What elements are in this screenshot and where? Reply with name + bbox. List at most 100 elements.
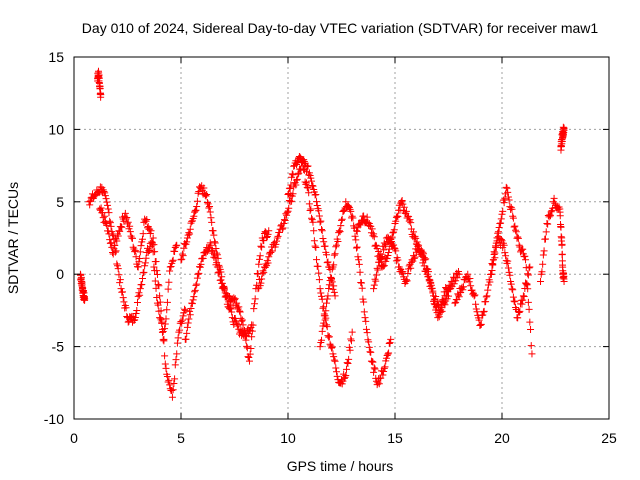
data-point	[522, 279, 530, 287]
data-point	[499, 207, 507, 215]
data-point	[161, 320, 169, 328]
data-point	[168, 393, 176, 401]
data-point	[549, 198, 557, 206]
data-point	[284, 207, 292, 215]
data-point	[353, 243, 361, 251]
data-point	[344, 360, 352, 368]
data-point	[347, 207, 355, 215]
data-point	[179, 252, 187, 260]
data-point	[264, 259, 272, 267]
data-point	[120, 298, 128, 306]
data-point	[394, 256, 402, 264]
data-point	[116, 276, 124, 284]
data-point	[441, 301, 449, 309]
data-point	[141, 262, 149, 270]
data-point	[396, 206, 404, 214]
data-point	[364, 218, 372, 226]
data-point	[453, 274, 461, 282]
data-point	[503, 184, 511, 192]
data-point	[317, 217, 325, 225]
data-point	[471, 291, 479, 299]
data-point	[197, 260, 205, 268]
data-point	[428, 284, 436, 292]
data-point	[366, 348, 374, 356]
data-point	[250, 305, 258, 313]
data-point	[420, 254, 428, 262]
data-point	[381, 242, 389, 250]
data-point	[445, 292, 452, 300]
data-point	[202, 192, 210, 200]
data-point	[316, 218, 324, 226]
data-point	[165, 278, 173, 286]
data-point	[521, 285, 529, 293]
data-point	[168, 387, 176, 395]
data-point	[152, 258, 160, 266]
data-point	[316, 343, 324, 351]
data-point	[202, 249, 210, 257]
data-point	[332, 243, 340, 251]
data-point	[362, 317, 370, 325]
data-point	[231, 296, 238, 304]
data-point	[128, 312, 136, 320]
data-point	[188, 217, 196, 225]
data-point	[131, 247, 139, 255]
data-point	[372, 277, 380, 285]
data-point	[104, 205, 112, 213]
data-point	[178, 250, 186, 258]
data-point	[135, 258, 143, 266]
data-point	[333, 372, 341, 380]
data-point	[323, 259, 331, 267]
data-point	[213, 259, 221, 267]
data-point	[107, 222, 115, 230]
data-point	[162, 364, 170, 372]
data-point	[288, 170, 296, 178]
data-point	[331, 250, 339, 258]
data-point	[405, 213, 413, 221]
data-point	[134, 292, 142, 300]
data-point	[186, 225, 194, 233]
data-point	[89, 194, 97, 202]
data-point	[402, 276, 410, 284]
data-point	[121, 209, 129, 217]
data-point	[299, 162, 307, 170]
x-tick-label: 20	[494, 430, 510, 446]
data-point	[101, 212, 109, 220]
data-point	[106, 239, 114, 247]
data-point	[319, 235, 327, 243]
data-point	[208, 246, 216, 254]
data-point	[373, 245, 381, 253]
data-point	[410, 228, 418, 236]
data-point	[510, 223, 518, 231]
data-point	[504, 257, 512, 265]
data-point	[233, 319, 241, 327]
data-point	[182, 335, 190, 343]
data-point	[184, 319, 192, 327]
data-point	[492, 243, 500, 251]
data-point	[243, 342, 251, 350]
data-point	[313, 198, 321, 206]
data-point	[295, 169, 303, 177]
data-point	[260, 269, 268, 277]
data-point	[560, 126, 568, 134]
data-point	[557, 223, 565, 231]
data-point	[361, 314, 369, 322]
data-point	[459, 286, 467, 294]
data-point	[517, 246, 525, 254]
data-point	[392, 213, 400, 221]
data-point	[114, 265, 122, 273]
data-point	[193, 197, 201, 205]
data-point	[255, 260, 263, 268]
data-point	[340, 370, 348, 378]
data-point	[469, 289, 477, 297]
data-point	[110, 245, 118, 253]
data-point	[398, 269, 406, 277]
data-point	[97, 93, 105, 101]
data-point	[465, 278, 473, 286]
data-point	[138, 281, 146, 289]
data-point	[117, 285, 125, 293]
data-point	[318, 227, 326, 235]
data-point	[227, 305, 235, 313]
data-point	[245, 330, 253, 338]
data-point	[156, 292, 164, 300]
data-point	[109, 250, 117, 258]
